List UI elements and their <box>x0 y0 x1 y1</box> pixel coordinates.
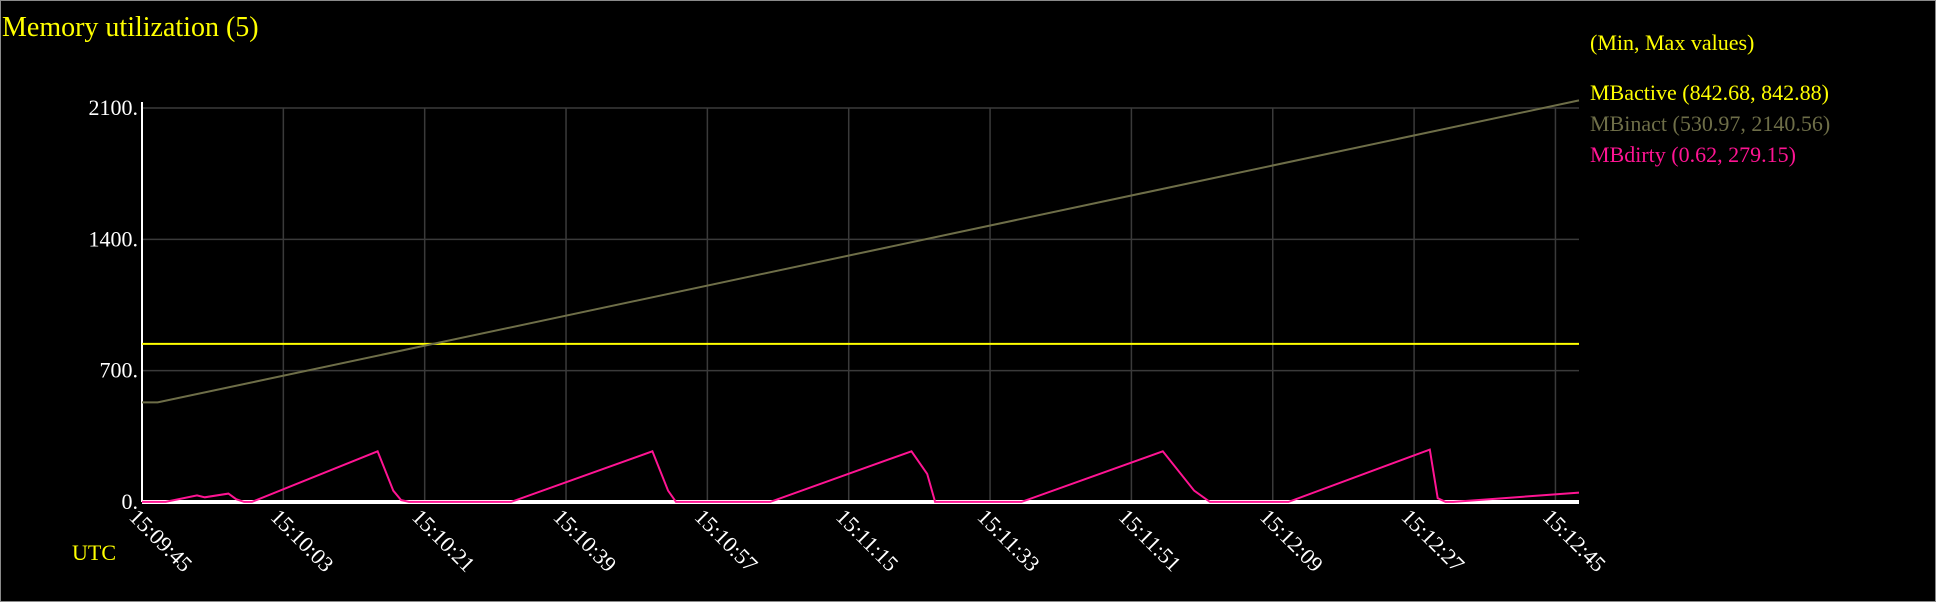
legend-entry-mbinact: MBinact (530.97, 2140.56) <box>1590 111 1831 136</box>
y-tick-labels: 0. 700. 1400. 2100. <box>89 95 139 514</box>
grid-lines <box>141 107 1579 503</box>
legend-entry-mbactive: MBactive (842.68, 842.88) <box>1590 80 1829 105</box>
legend-entry-mbdirty: MBdirty (0.62, 279.15) <box>1590 142 1796 167</box>
series-line-mbinact <box>142 99 1580 404</box>
x-tick-labels: 15:09:45 15:10:03 15:10:21 15:10:39 15:10:57… <box>124 504 1610 577</box>
y-tick-label: 1400. <box>89 226 139 251</box>
axes <box>141 102 1579 504</box>
x-tick-label: 15:10:57 <box>690 504 763 577</box>
x-tick-label: 15:12:09 <box>1255 504 1328 577</box>
x-tick-label: 15:11:33 <box>973 504 1045 576</box>
series-lines <box>142 99 1580 503</box>
x-tick-label: 15:09:45 <box>124 504 197 577</box>
x-tick-label: 15:10:39 <box>548 504 621 577</box>
x-tick-label: 15:12:27 <box>1397 504 1470 577</box>
time-zone-label: UTC <box>72 540 116 565</box>
x-tick-label: 15:11:15 <box>831 504 903 576</box>
y-tick-label: 2100. <box>89 95 139 120</box>
chart-title: Memory utilization (5) <box>2 12 259 43</box>
series-line-mbdirty <box>142 448 1580 503</box>
x-tick-label: 15:12:45 <box>1538 504 1611 577</box>
x-tick-label: 15:10:21 <box>407 504 480 577</box>
legend-header: (Min, Max values) <box>1590 30 1755 55</box>
y-tick-label: 700. <box>100 358 139 383</box>
x-tick-label: 15:10:03 <box>266 504 339 577</box>
x-tick-label: 15:11:51 <box>1114 504 1186 576</box>
y-tick-label: 0. <box>122 489 139 514</box>
